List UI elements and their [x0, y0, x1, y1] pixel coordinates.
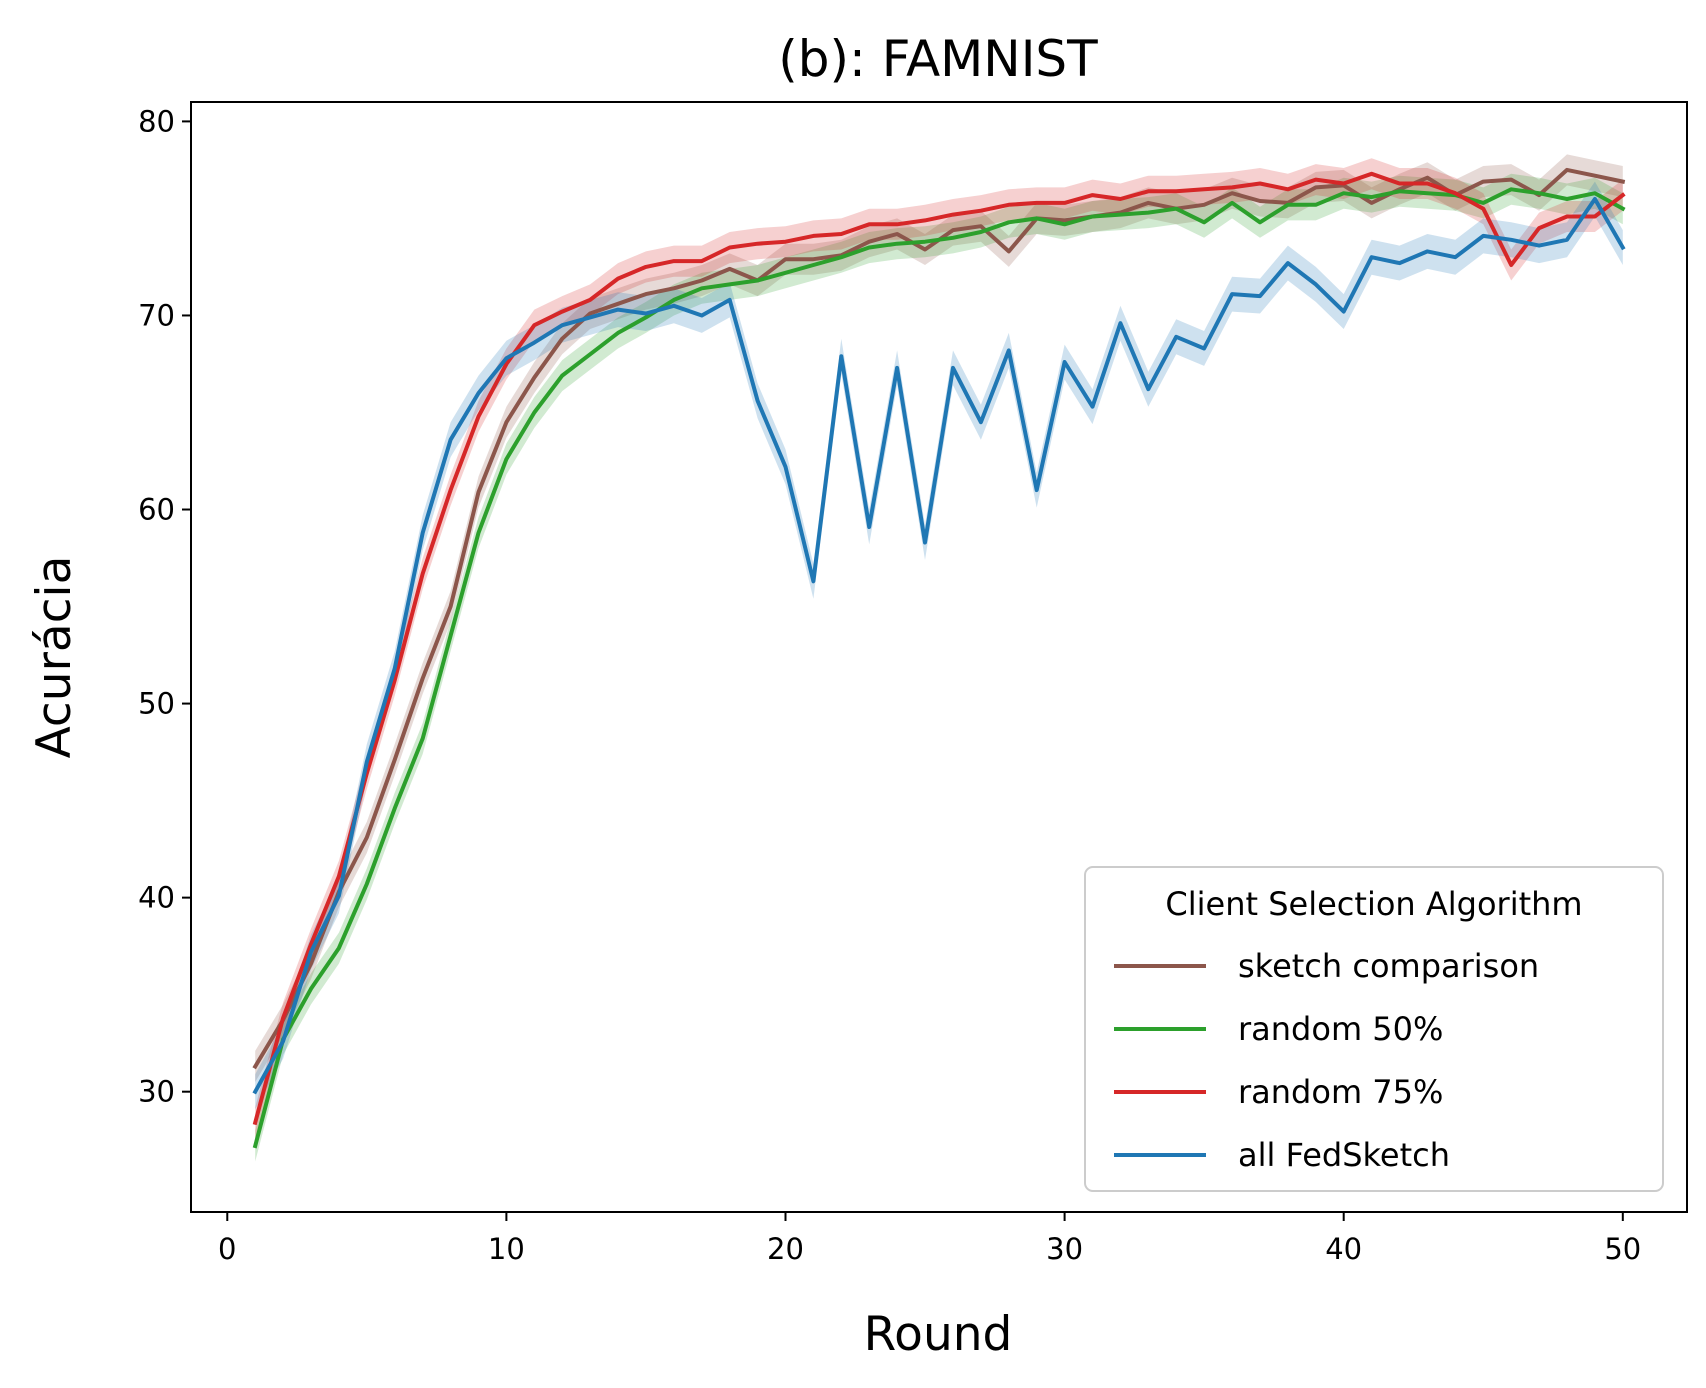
legend-label-3: all FedSketch — [1238, 1136, 1450, 1174]
x-axis-label: Round — [864, 1307, 1013, 1362]
y-tick-label: 80 — [138, 104, 175, 138]
legend-label-2: random 75% — [1238, 1073, 1443, 1111]
x-tick-label: 50 — [1604, 1232, 1641, 1266]
chart-title: (b): FAMNIST — [778, 30, 1098, 88]
legend: Client Selection Algorithm sketch compar… — [1084, 866, 1664, 1192]
y-tick-label: 60 — [138, 493, 175, 527]
plot-area — [252, 154, 1626, 1162]
y-tick-label: 50 — [138, 687, 175, 721]
x-axis-ticks: 0 10 20 30 40 50 — [218, 1212, 1641, 1266]
y-axis-label: Acurácia — [27, 556, 82, 759]
series-line-3 — [252, 197, 1626, 1095]
y-tick-label: 70 — [138, 298, 175, 332]
plot-frame — [190, 101, 1688, 1213]
y-axis-ticks: 30 40 50 60 70 80 — [138, 104, 191, 1109]
x-tick-label: 10 — [488, 1232, 525, 1266]
y-tick-label: 40 — [138, 881, 175, 915]
legend-label-1: random 50% — [1238, 1010, 1443, 1048]
series-line-2 — [252, 171, 1626, 1126]
x-tick-label: 30 — [1046, 1232, 1083, 1266]
series-line-1 — [252, 187, 1626, 1149]
x-tick-label: 0 — [218, 1232, 236, 1266]
legend-label-0: sketch comparison — [1238, 947, 1539, 985]
x-tick-label: 20 — [767, 1232, 804, 1266]
x-tick-label: 40 — [1325, 1232, 1362, 1266]
y-tick-label: 30 — [138, 1075, 175, 1109]
legend-box — [1084, 866, 1664, 1192]
legend-title: Client Selection Algorithm — [1165, 885, 1582, 923]
